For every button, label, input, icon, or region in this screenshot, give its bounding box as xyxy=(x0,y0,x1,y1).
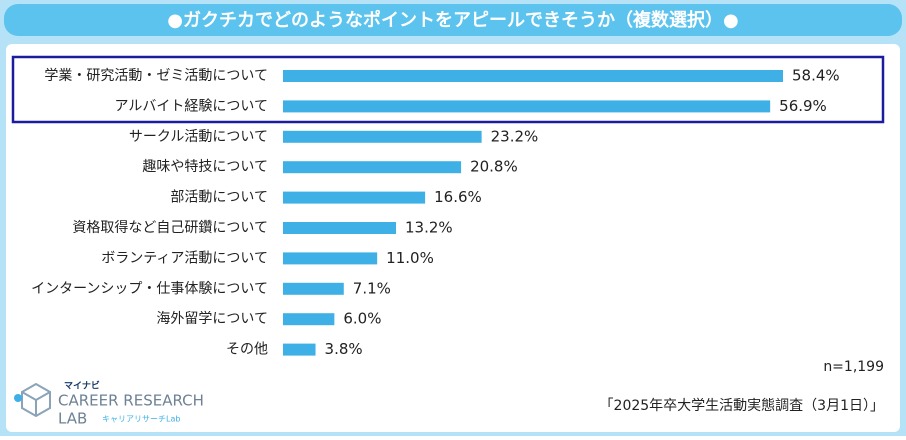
category-label: インターンシップ・仕事体験について xyxy=(31,281,268,297)
value-label: 13.2% xyxy=(405,219,453,237)
category-label: その他 xyxy=(226,342,268,358)
logo-sub-jp: キャリアリサーチLab xyxy=(102,415,180,424)
bar xyxy=(283,252,378,265)
bar xyxy=(283,313,335,326)
chart-title: ●ガクチカでどのようなポイントをアピールできそうか（複数選択）● xyxy=(167,9,738,31)
value-label: 58.4% xyxy=(792,67,840,85)
bar xyxy=(283,70,783,82)
bar xyxy=(283,130,482,143)
category-label: 趣味や特技について xyxy=(142,159,268,175)
value-label: 3.8% xyxy=(325,340,363,358)
logo-sub: LAB xyxy=(58,410,87,428)
bar xyxy=(283,100,771,113)
title-band xyxy=(4,4,902,36)
value-label: 56.9% xyxy=(779,97,827,115)
value-label: 6.0% xyxy=(343,310,381,328)
highlight-box xyxy=(11,55,885,124)
bar xyxy=(283,161,462,174)
panel xyxy=(6,44,900,432)
value-label: 16.6% xyxy=(434,188,482,206)
category-label: サークル活動について xyxy=(129,129,268,145)
category-label: ボランティア活動について xyxy=(101,250,268,266)
bar xyxy=(283,282,344,295)
sample-note: n=1,199 xyxy=(823,359,884,375)
value-label: 23.2% xyxy=(491,127,539,145)
source: 「2025年卒大学生活動実態調査（3月1日）」 xyxy=(600,398,884,414)
value-label: 7.1% xyxy=(353,279,391,297)
logo-icon xyxy=(14,382,51,418)
category-label: 海外留学について xyxy=(156,311,268,327)
logo-brand: マイナビ xyxy=(64,380,100,392)
logo-name: CAREER RESEARCH xyxy=(58,392,204,410)
bar xyxy=(283,343,316,356)
value-label: 11.0% xyxy=(386,249,434,267)
category-label: 学業・研究活動・ゼミ活動について xyxy=(44,68,268,84)
category-label: 部活動について xyxy=(170,190,268,206)
bar xyxy=(283,222,397,234)
bar xyxy=(283,191,426,204)
value-label: 20.8% xyxy=(470,158,518,176)
category-label: 資格取得など自己研鑽について xyxy=(72,219,268,236)
category-label: アルバイト経験について xyxy=(115,98,268,114)
